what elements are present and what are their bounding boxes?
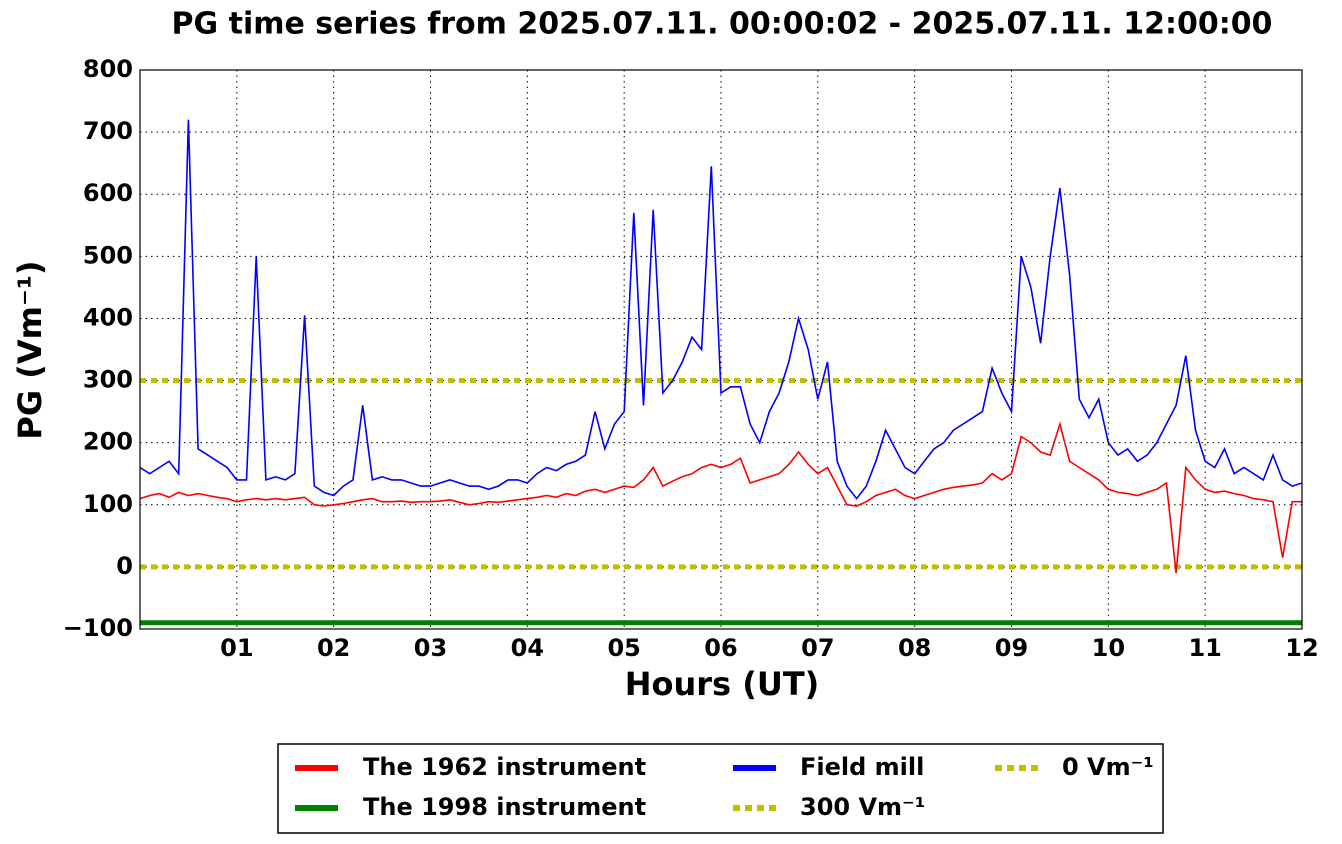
y-tick-label: 0 xyxy=(116,552,133,580)
plot-frame xyxy=(139,69,1303,630)
x-tick-label: 05 xyxy=(607,634,640,662)
y-axis-label: PG (Vm⁻¹) xyxy=(11,260,49,439)
y-tick-label: −100 xyxy=(63,614,133,642)
legend-label: The 1998 instrument xyxy=(363,793,646,821)
data-line xyxy=(139,119,1303,500)
x-tick-label: 01 xyxy=(220,634,253,662)
x-axis-label: Hours (UT) xyxy=(625,665,820,703)
legend-box xyxy=(277,743,1164,834)
legend-label: 300 Vm⁻¹ xyxy=(800,793,925,821)
x-tick-label: 06 xyxy=(704,634,737,662)
y-tick-label: 600 xyxy=(83,179,133,207)
y-tick-label: 700 xyxy=(83,117,133,145)
x-tick-label: 10 xyxy=(1092,634,1125,662)
y-tick-label: 800 xyxy=(83,55,133,83)
x-tick-label: 03 xyxy=(414,634,447,662)
x-tick-label: 11 xyxy=(1188,634,1221,662)
legend-label: Field mill xyxy=(800,753,924,781)
x-tick-label: 08 xyxy=(898,634,931,662)
y-tick-label: 500 xyxy=(83,241,133,269)
data-line xyxy=(139,421,1302,574)
x-tick-label: 04 xyxy=(511,634,544,662)
x-tick-label: 02 xyxy=(317,634,350,662)
y-tick-label: 100 xyxy=(83,490,133,518)
y-tick-label: 300 xyxy=(83,366,133,394)
y-tick-label: 200 xyxy=(83,428,133,456)
y-tick-label: 400 xyxy=(83,303,133,331)
x-tick-label: 12 xyxy=(1285,634,1318,662)
legend-label: 0 Vm⁻¹ xyxy=(1062,753,1154,781)
chart-title: PG time series from 2025.07.11. 00:00:02… xyxy=(172,7,1273,42)
legend-label: The 1962 instrument xyxy=(363,753,646,781)
x-tick-label: 09 xyxy=(995,634,1028,662)
x-tick-label: 07 xyxy=(801,634,834,662)
